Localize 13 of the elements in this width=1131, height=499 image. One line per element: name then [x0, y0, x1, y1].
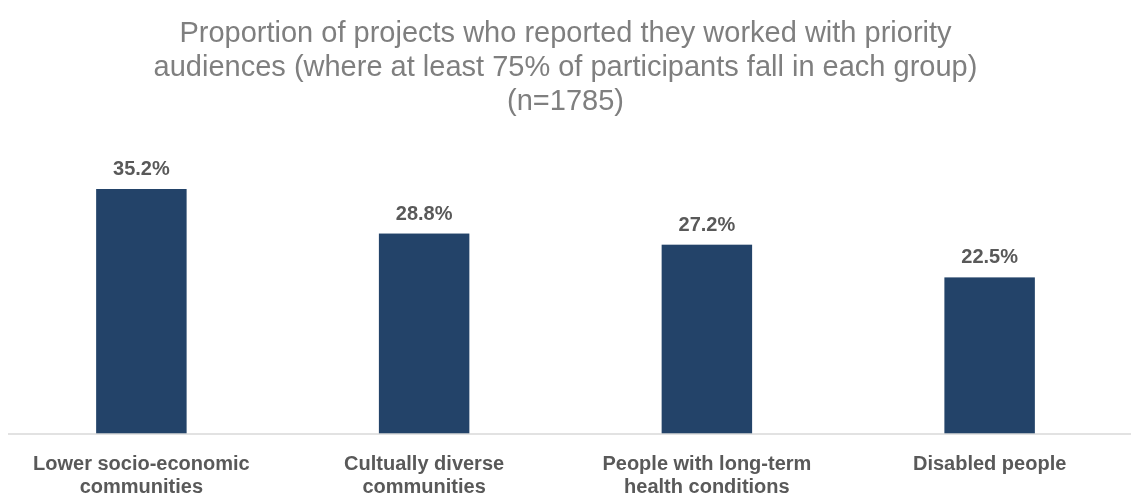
bar: [378, 233, 470, 434]
x-tick-label: Disabled people: [912, 452, 1067, 474]
bar: [661, 244, 753, 434]
data-label: 22.5%: [961, 245, 1019, 268]
bar: [944, 277, 1035, 434]
chart-title: Proportion of projects who reported they worked with priority audiences (where at least 75% of participants fall in each group) (n=1785): [153, 16, 978, 116]
data-label: 28.8%: [395, 201, 453, 224]
data-label: 35.2%: [113, 157, 170, 179]
x-tick-label: Lower socio-economic communities: [33, 452, 250, 497]
data-label: 27.2%: [678, 212, 736, 235]
x-tick-label: People with long-term health conditions: [602, 452, 812, 497]
x-tick-label: Cultually diverse communities: [344, 452, 505, 497]
bar: [96, 189, 187, 434]
